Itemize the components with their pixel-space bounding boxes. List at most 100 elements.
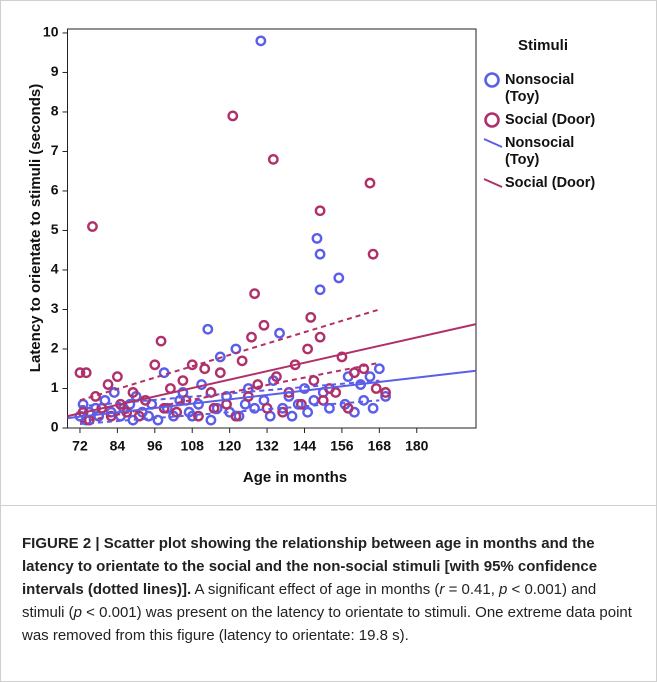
y-tick-label: 3 [51, 300, 59, 316]
point [367, 402, 379, 414]
point [330, 387, 342, 398]
y-axis-label: Latency to orientate to stimuli (seconds… [27, 84, 44, 372]
x-axis-label: Age in months [243, 469, 347, 486]
caption-text: p [499, 581, 508, 598]
x-tick-label: 72 [72, 438, 88, 454]
legend-label: Nonsocial (Toy) [505, 72, 575, 105]
x-tick-label: 168 [368, 438, 392, 454]
point [271, 371, 282, 383]
point [199, 363, 211, 375]
point [205, 387, 217, 398]
x-tick-label: 156 [330, 438, 354, 454]
point [249, 402, 260, 414]
legend-line [483, 178, 503, 188]
point [208, 402, 220, 414]
caption-label: FIGURE 2 | Scatter plot showing the rela… [22, 535, 598, 598]
point [155, 335, 167, 347]
point [80, 367, 92, 379]
ci-line [79, 361, 380, 424]
point [274, 327, 285, 339]
ci-line [79, 308, 380, 402]
point [358, 363, 370, 375]
legend-marker [484, 72, 500, 88]
y-tick-label: 10 [43, 24, 59, 40]
point [214, 367, 226, 379]
point [255, 35, 267, 47]
point [286, 410, 298, 422]
y-tick-label: 5 [51, 221, 59, 237]
legend-marker [484, 112, 500, 128]
point [267, 153, 279, 165]
point [373, 363, 385, 375]
caption-text: < 0.001) was present on the latency to o… [22, 604, 632, 644]
y-tick-label: 7 [51, 142, 59, 158]
y-tick-label: 6 [51, 182, 59, 198]
caption-text: < 0.001) and stimuli ( [22, 581, 597, 621]
caption-text: r [439, 581, 445, 598]
point [193, 398, 204, 410]
point [152, 414, 164, 426]
fit-line [67, 323, 477, 418]
point [314, 284, 326, 296]
point [227, 110, 239, 122]
point [252, 379, 264, 390]
y-tick-label: 4 [51, 261, 59, 277]
point [302, 406, 314, 418]
point [202, 323, 214, 335]
point [111, 371, 123, 383]
point [277, 406, 289, 418]
point [214, 351, 226, 363]
plot-frame [67, 28, 477, 429]
point [308, 375, 320, 386]
divider [0, 505, 657, 506]
point [314, 205, 326, 217]
caption-text: = 0.41, [444, 581, 500, 598]
point [149, 359, 161, 371]
x-tick-label: 132 [255, 438, 279, 454]
caption: FIGURE 2 | Scatter plot showing the rela… [22, 532, 642, 647]
point [311, 232, 323, 244]
x-tick-label: 108 [181, 438, 205, 454]
x-tick-label: 180 [405, 438, 429, 454]
point [305, 311, 317, 323]
point [380, 390, 391, 402]
point [133, 410, 145, 422]
point [299, 383, 310, 394]
point [127, 387, 139, 398]
x-tick-label: 144 [293, 438, 317, 454]
point [314, 248, 326, 260]
point [367, 248, 379, 260]
caption-text: p [73, 604, 83, 621]
point [295, 398, 307, 410]
y-tick-label: 9 [51, 63, 59, 79]
legend-label: Nonsocial (Toy) [505, 135, 575, 168]
point [102, 379, 114, 390]
x-tick-label: 120 [218, 438, 242, 454]
y-tick-label: 1 [51, 379, 59, 395]
point [246, 331, 257, 343]
point [249, 288, 260, 300]
point [302, 343, 314, 355]
point [364, 177, 376, 189]
point [314, 331, 326, 343]
point [364, 371, 376, 383]
point [87, 221, 98, 232]
y-tick-label: 8 [51, 103, 59, 119]
point [324, 402, 335, 414]
fit-line [67, 369, 477, 420]
legend-label: Social (Door) [505, 112, 596, 128]
x-tick-label: 84 [110, 438, 126, 454]
point [336, 351, 348, 363]
point [171, 406, 183, 418]
point [258, 319, 270, 331]
caption-text: A significant effect of age in months ( [191, 581, 440, 598]
x-tick-label: 96 [147, 438, 163, 454]
point [205, 414, 217, 426]
point [193, 410, 204, 422]
point [380, 387, 391, 398]
legend-line [483, 138, 503, 148]
chart: Age in months Latency to orientate to st… [27, 24, 503, 486]
legend-title: Stimuli [518, 37, 569, 54]
legend-label: Social (Door) [505, 175, 596, 191]
